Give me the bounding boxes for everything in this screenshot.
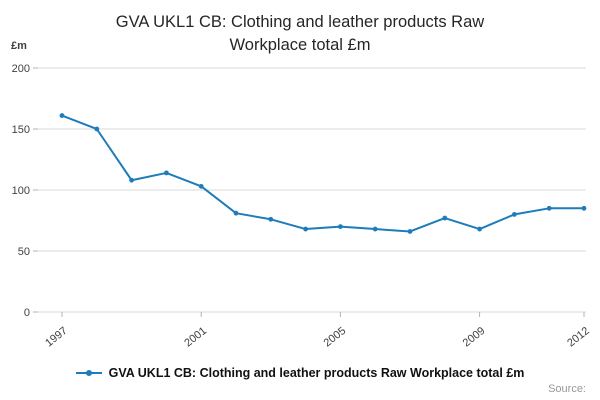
- data-point-marker: [477, 226, 482, 232]
- y-tick-label: 50: [18, 246, 30, 258]
- chart-title: GVA UKL1 CB: Clothing and leather produc…: [115, 13, 485, 55]
- data-point-marker: [303, 226, 308, 232]
- x-tick-label: 2009: [461, 325, 488, 350]
- legend-label: GVA UKL1 CB: Clothing and leather produc…: [108, 366, 525, 380]
- data-point-marker: [407, 229, 413, 234]
- data-point-marker: [442, 215, 448, 221]
- data-point-marker: [129, 177, 135, 183]
- y-tick-label: 0: [24, 307, 30, 319]
- line-chart: 0 50 100 150 200 1997 2001 2005 2009 2012: [12, 63, 592, 350]
- y-axis-unit-label: £m: [11, 40, 27, 52]
- y-tick-label: 200: [12, 63, 30, 75]
- y-tick-label: 100: [12, 185, 30, 197]
- data-point-marker: [372, 226, 378, 232]
- legend-line-marker-icon: [75, 370, 102, 376]
- legend: GVA UKL1 CB: Clothing and leather produc…: [0, 364, 600, 382]
- data-point-marker: [512, 212, 517, 217]
- data-point-marker: [581, 205, 587, 211]
- data-point-marker: [94, 126, 100, 132]
- y-tick-label: 150: [12, 124, 30, 136]
- data-point-marker: [164, 170, 169, 176]
- x-tick-label: 2012: [565, 325, 592, 350]
- x-tick-label: 2005: [322, 325, 349, 350]
- x-tick-label: 2001: [182, 325, 209, 350]
- series-line: [61, 114, 585, 233]
- data-point-marker: [198, 183, 204, 189]
- source-label: Source:: [548, 383, 586, 395]
- data-point-marker: [233, 210, 239, 216]
- data-point-marker: [338, 224, 343, 230]
- data-point-marker: [546, 205, 552, 211]
- data-point-marker: [268, 216, 274, 222]
- data-point-marker: [59, 113, 65, 118]
- x-tick-label: 1997: [43, 325, 70, 350]
